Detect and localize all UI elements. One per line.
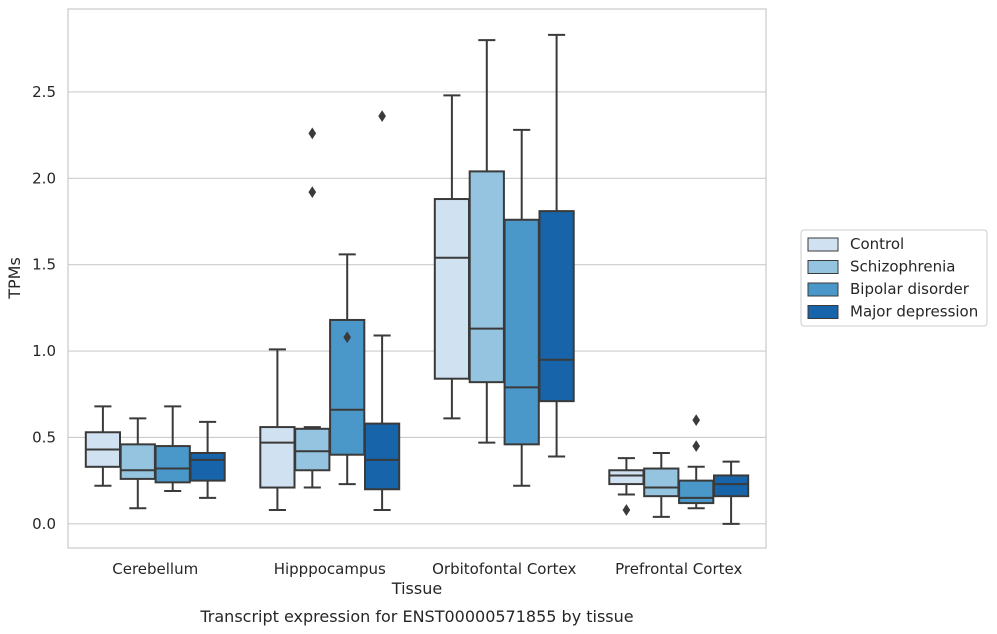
- box-iqr: [259, 426, 296, 489]
- legend-label: Control: [850, 235, 904, 253]
- box-item: [363, 110, 401, 511]
- y-tick-label: 2.0: [32, 169, 56, 187]
- box-iqr: [329, 318, 366, 456]
- box-iqr: [154, 445, 191, 484]
- legend-label: Major depression: [850, 303, 978, 321]
- series-group: [119, 39, 680, 518]
- chart-title: Transcript expression for ENST0000057185…: [199, 607, 633, 626]
- y-tick-label: 2.5: [32, 83, 56, 101]
- x-tick-label: Cerebellum: [112, 560, 198, 578]
- box-item: [84, 405, 122, 487]
- grid-lines: [68, 91, 766, 525]
- y-tick-label: 0.0: [32, 515, 56, 533]
- box-iqr: [119, 443, 156, 480]
- x-tick-labels: Cerebellum Hipppocampus Orbitofontal Corte…: [112, 560, 742, 578]
- legend-label: Bipolar disorder: [850, 280, 970, 298]
- box-iqr: [189, 451, 226, 482]
- box-iqr: [538, 210, 575, 403]
- box-item: [259, 348, 296, 511]
- box-item: [468, 39, 505, 444]
- legend-swatch: [807, 260, 839, 274]
- box-iqr: [712, 474, 750, 498]
- box-item: [189, 420, 226, 499]
- y-tick-label: 0.5: [32, 428, 56, 446]
- outlier-point: [308, 127, 317, 140]
- x-tick-label: Prefrontal Cortex: [615, 560, 742, 578]
- box-item: [119, 417, 156, 510]
- box-iqr: [468, 170, 505, 384]
- x-tick-label: Hipppocampus: [274, 560, 386, 578]
- box-item: [608, 457, 645, 516]
- box-item: [712, 460, 750, 525]
- legend: Control Schizophrenia Bipolar disorder Majo…: [800, 229, 988, 327]
- box-item: [294, 127, 331, 489]
- outlier-point: [378, 110, 386, 122]
- box-item: [433, 94, 471, 420]
- x-tick-label: Orbitofontal Cortex: [432, 560, 576, 578]
- legend-swatch: [807, 282, 839, 297]
- box-item: [643, 451, 680, 518]
- box-iqr: [294, 427, 331, 472]
- y-tick-label: 1.5: [32, 256, 56, 274]
- y-tick-label: 1.0: [32, 342, 56, 360]
- box-iqr: [363, 422, 401, 491]
- outlier-point: [622, 504, 631, 516]
- box-item: [329, 253, 366, 486]
- outlier-point: [343, 331, 352, 344]
- series-group: [189, 33, 750, 525]
- outlier-point: [692, 440, 701, 452]
- y-axis-title: TPMs: [5, 257, 24, 300]
- box-iqr: [433, 198, 471, 380]
- series-group: [84, 94, 645, 516]
- box-series: [84, 33, 750, 525]
- legend-swatch: [807, 237, 839, 252]
- box-iqr: [608, 469, 645, 486]
- y-tick-labels: 0.0 0.5 1.0 1.5 2.0 2.5: [32, 83, 56, 533]
- outlier-point: [308, 186, 317, 198]
- box-item: [538, 33, 575, 458]
- legend-label: Schizophrenia: [850, 258, 955, 276]
- box-item: [503, 128, 540, 487]
- outlier-point: [692, 414, 701, 427]
- legend-frame: [800, 229, 988, 327]
- box-iqr: [643, 467, 680, 498]
- legend-swatch: [807, 305, 839, 319]
- box-iqr: [678, 479, 715, 505]
- x-axis-title: Tissue: [391, 579, 442, 598]
- box-iqr: [503, 218, 540, 446]
